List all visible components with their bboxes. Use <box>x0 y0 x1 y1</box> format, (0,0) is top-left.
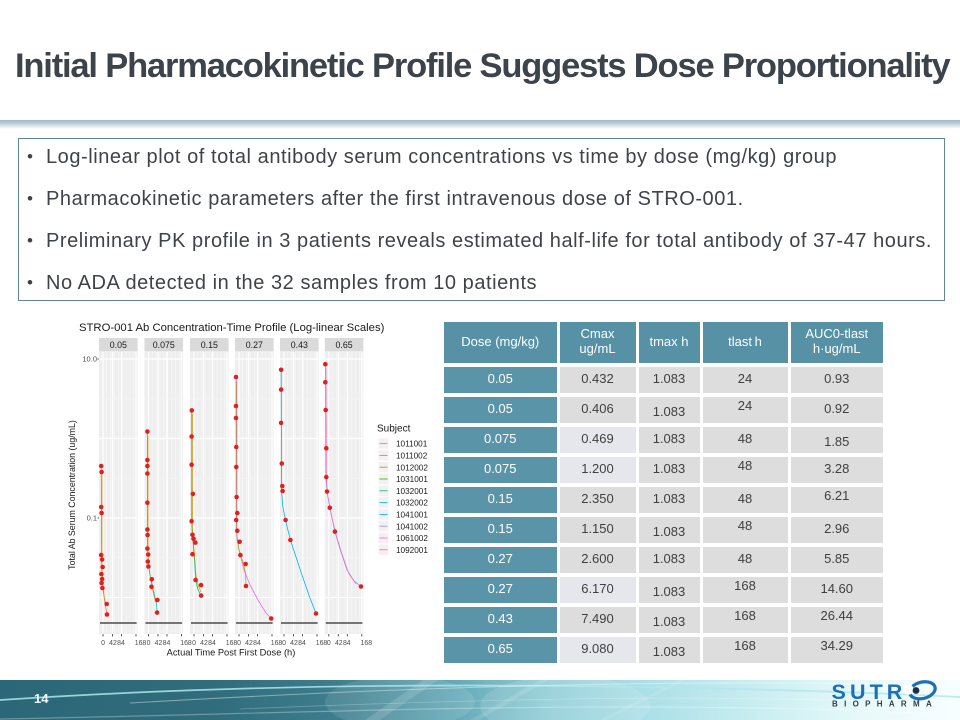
svg-text:0: 0 <box>327 640 331 647</box>
svg-text:1031001: 1031001 <box>396 475 428 484</box>
svg-text:1012002: 1012002 <box>396 463 428 472</box>
svg-text:42: 42 <box>290 640 298 647</box>
svg-text:84: 84 <box>253 640 261 647</box>
svg-text:1032001: 1032001 <box>396 487 428 496</box>
svg-text:0: 0 <box>192 640 196 647</box>
svg-text:0.65: 0.65 <box>336 340 353 350</box>
svg-text:42: 42 <box>109 640 117 647</box>
svg-text:1041001: 1041001 <box>396 511 428 520</box>
svg-text:84: 84 <box>343 640 351 647</box>
svg-text:10.0: 10.0 <box>82 355 97 364</box>
svg-text:168: 168 <box>226 640 238 647</box>
svg-text:1032002: 1032002 <box>396 499 428 508</box>
svg-text:0.27: 0.27 <box>246 340 263 350</box>
svg-text:SUTR: SUTR <box>832 680 907 704</box>
svg-text:Total Ab Serum Concentration (: Total Ab Serum Concentration (ug/mL) <box>67 420 77 570</box>
svg-text:168: 168 <box>135 640 147 647</box>
svg-text:168: 168 <box>271 640 283 647</box>
svg-text:1061002: 1061002 <box>396 534 428 543</box>
svg-text:1092001: 1092001 <box>396 546 428 555</box>
svg-text:Subject: Subject <box>377 424 411 435</box>
svg-text:1011001: 1011001 <box>396 440 428 449</box>
svg-text:0.43: 0.43 <box>291 340 308 350</box>
svg-text:42: 42 <box>335 640 343 647</box>
svg-text:STRO-001 Ab Concentration-Time: STRO-001 Ab Concentration-Time Profile (… <box>79 322 385 334</box>
svg-text:84: 84 <box>208 640 216 647</box>
svg-text:84: 84 <box>163 640 171 647</box>
svg-text:42: 42 <box>245 640 253 647</box>
svg-text:1011002: 1011002 <box>396 452 428 461</box>
svg-text:0: 0 <box>282 640 286 647</box>
svg-text:0.05: 0.05 <box>110 340 127 350</box>
svg-text:1041002: 1041002 <box>396 522 428 531</box>
svg-text:Actual Time Post First Dose (h: Actual Time Post First Dose (h) <box>167 648 296 658</box>
svg-text:42: 42 <box>155 640 163 647</box>
svg-text:168: 168 <box>316 640 328 647</box>
svg-text:0: 0 <box>101 640 105 647</box>
svg-text:0.1: 0.1 <box>87 514 97 523</box>
svg-text:168: 168 <box>180 640 192 647</box>
svg-text:0.15: 0.15 <box>201 340 218 350</box>
svg-text:BIOPHARMA: BIOPHARMA <box>832 700 938 709</box>
svg-text:0: 0 <box>237 640 241 647</box>
svg-text:84: 84 <box>117 640 125 647</box>
svg-text:84: 84 <box>298 640 306 647</box>
svg-text:168: 168 <box>361 640 373 647</box>
svg-text:42: 42 <box>200 640 208 647</box>
svg-text:0: 0 <box>147 640 151 647</box>
svg-text:0.075: 0.075 <box>153 340 175 350</box>
